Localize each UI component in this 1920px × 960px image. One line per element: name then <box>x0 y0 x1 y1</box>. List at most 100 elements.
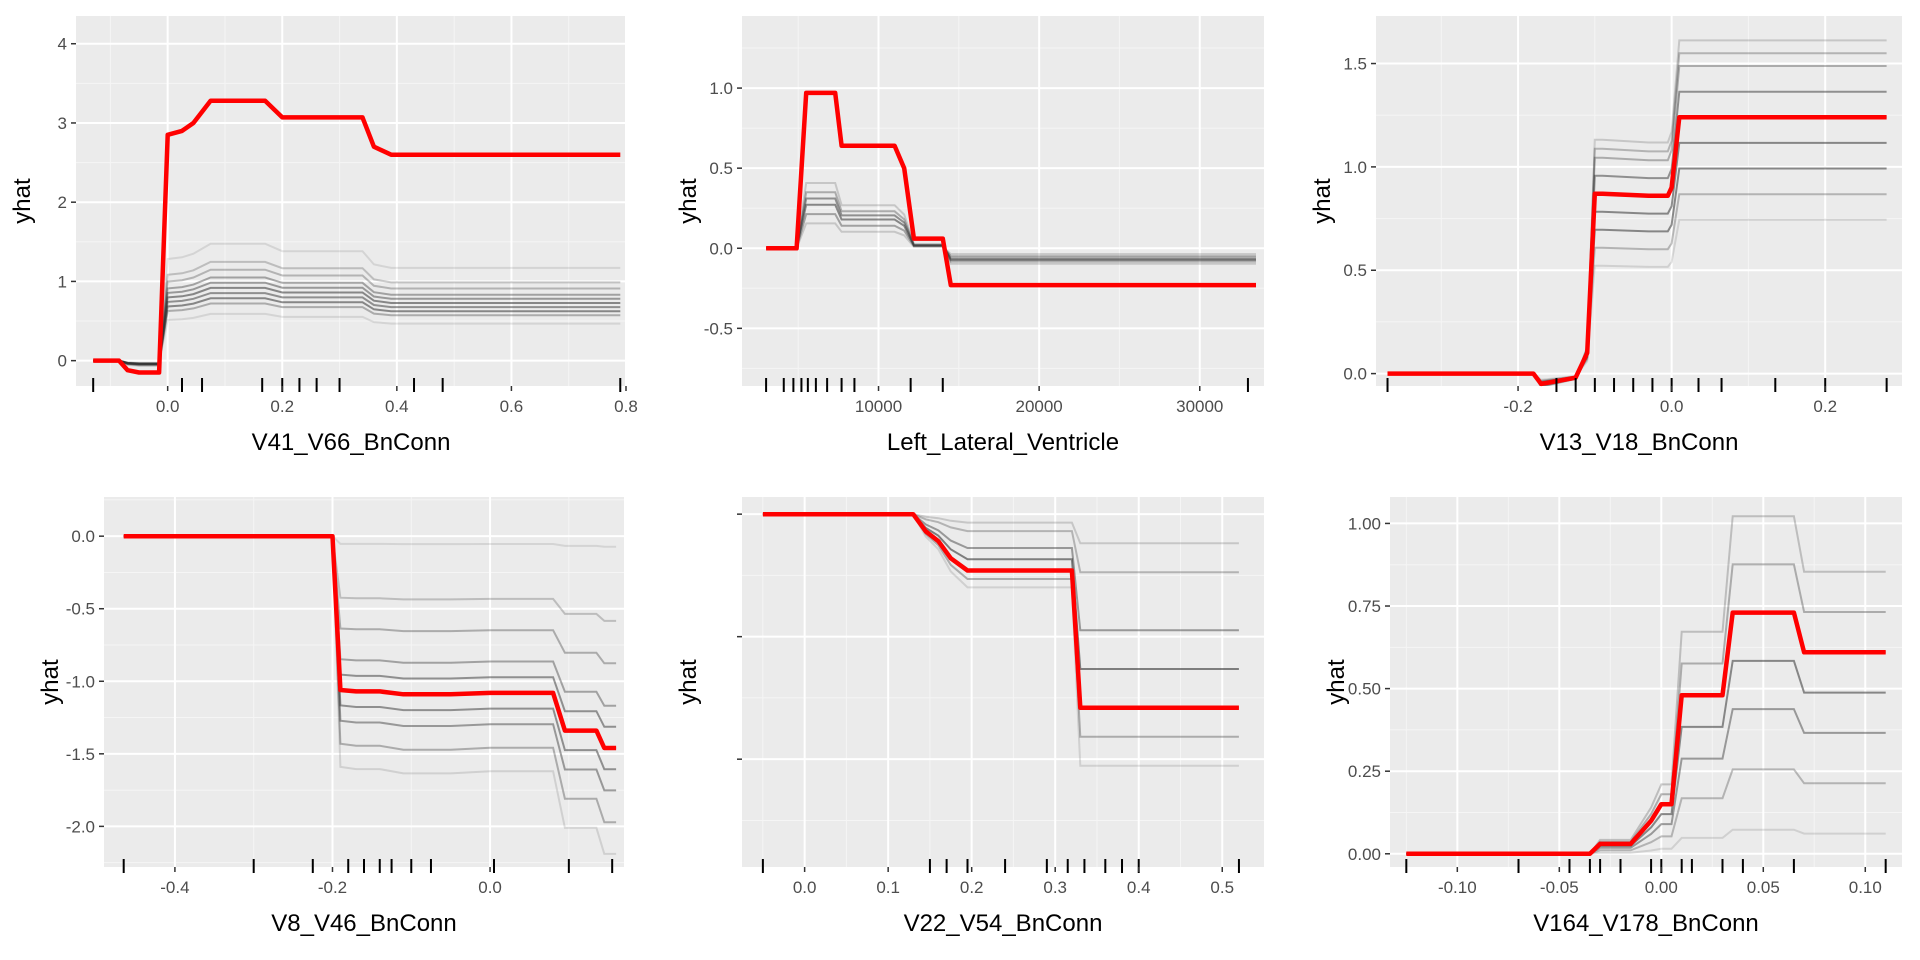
x-tick-label: 0.10 <box>1849 878 1882 897</box>
y-axis: -2.0 -1.5 -1.0 -0.5 0.0 <box>66 527 104 836</box>
pdp-line <box>1406 610 1886 857</box>
pdp-line <box>762 511 1239 710</box>
ice-curve <box>1387 65 1887 386</box>
x-tick-label: 0.0 <box>156 397 180 416</box>
rug-marks <box>765 378 1249 392</box>
x-axis: -0.2 0.0 0.2 <box>1503 386 1837 416</box>
x-tick-label: 0.5 <box>1210 878 1234 897</box>
ice-curve <box>1387 218 1887 381</box>
y-tick-label: 1.00 <box>1348 514 1381 533</box>
x-axis: -0.10 -0.05 0.00 0.05 0.10 <box>1438 867 1882 897</box>
x-axis-title: V22_V54_BnConn <box>904 910 1103 937</box>
x-tick-label: 0.1 <box>876 878 900 897</box>
x-axis-title: V8_V46_BnConn <box>271 910 456 937</box>
y-axis: -0.5 0.0 0.5 1.0 <box>704 79 742 338</box>
x-tick-label: 10000 <box>855 397 902 416</box>
panel-4: -0.4 -0.2 0.0 -2.0 -1.5 -1.0 -0.5 0.0 V8_V46_BnC… <box>37 497 624 937</box>
x-tick-label: 0.00 <box>1645 878 1678 897</box>
panel-1: 0.0 0.2 0.4 0.6 0.8 0 1 2 3 4 V41_V66_BnConn yhat <box>9 16 638 456</box>
x-tick-label: 0.0 <box>793 878 817 897</box>
x-tick-label: -0.05 <box>1540 878 1579 897</box>
y-tick-label: 2 <box>58 193 67 212</box>
x-axis: 0.0 0.2 0.4 0.6 0.8 <box>156 386 638 416</box>
y-tick-label: 0.0 <box>709 239 733 258</box>
major-gridlines <box>1376 16 1902 386</box>
ice-curve <box>1406 828 1886 855</box>
y-axis-title: yhat <box>9 178 36 224</box>
y-tick-label: 0.5 <box>709 159 733 178</box>
ice-curve <box>93 260 621 367</box>
y-tick-label: 0.0 <box>1343 365 1367 384</box>
y-axis-title: yhat <box>1309 178 1336 224</box>
ice-curve <box>1406 515 1886 855</box>
y-axis: 0.0 0.5 1.0 1.5 <box>1343 55 1376 384</box>
major-gridlines <box>1390 497 1902 867</box>
y-axis-title: yhat <box>1323 659 1350 705</box>
minor-gridlines <box>742 497 1264 867</box>
y-tick-label: 0.00 <box>1348 845 1381 864</box>
x-tick-label: -0.10 <box>1438 878 1477 897</box>
x-tick-label: -0.2 <box>318 878 347 897</box>
ice-curve <box>93 276 621 366</box>
rug-marks <box>1405 859 1887 873</box>
y-tick-label: 4 <box>58 35 67 54</box>
x-tick-label: -0.4 <box>160 878 189 897</box>
x-axis: 0.0 0.1 0.2 0.3 0.4 0.5 <box>793 867 1234 897</box>
panel-background <box>1376 16 1902 386</box>
y-tick-label: 1 <box>58 272 67 291</box>
ice-curve <box>1406 708 1886 855</box>
pdp-line <box>1387 115 1887 387</box>
ice-curve <box>1406 768 1886 855</box>
y-tick-label: 0.50 <box>1348 680 1381 699</box>
ice-curve <box>762 513 1239 545</box>
x-tick-label: 0.6 <box>500 397 524 416</box>
y-tick-label: -1.5 <box>66 745 95 764</box>
x-tick-label: 20000 <box>1015 397 1062 416</box>
ice-curve <box>93 268 621 366</box>
x-tick-label: 0.4 <box>385 397 409 416</box>
x-tick-label: 0.3 <box>1043 878 1067 897</box>
ice-curve <box>123 535 617 824</box>
x-axis-title: V13_V18_BnConn <box>1540 429 1739 456</box>
y-tick-label: 0.75 <box>1348 597 1381 616</box>
x-tick-label: 0.05 <box>1747 878 1780 897</box>
y-tick-label: -2.0 <box>66 817 95 836</box>
x-tick-label: 0.2 <box>270 397 294 416</box>
x-tick-label: 0.8 <box>614 397 638 416</box>
y-tick-label: 0 <box>58 352 67 371</box>
x-axis-title: V164_V178_BnConn <box>1533 910 1759 937</box>
x-tick-label: -0.2 <box>1503 397 1532 416</box>
x-tick-label: 0.0 <box>478 878 502 897</box>
x-tick-label: 0.0 <box>1660 397 1684 416</box>
pdp-line <box>766 90 1256 288</box>
minor-gridlines <box>1390 497 1902 867</box>
ice-curve <box>123 535 617 548</box>
y-axis-title: yhat <box>37 659 64 705</box>
y-axis-title: yhat <box>675 178 702 224</box>
ice-curve <box>123 535 617 665</box>
ice-curve <box>762 513 1239 574</box>
y-tick-label: 1.5 <box>1343 55 1367 74</box>
y-axis: 0.00 0.25 0.50 0.75 1.00 <box>1348 514 1390 864</box>
major-gridlines <box>76 16 627 386</box>
panel-6: -0.10 -0.05 0.00 0.05 0.10 0.00 0.25 0.50 0.75 1.… <box>1323 497 1902 937</box>
y-tick-label: 0.5 <box>1343 261 1367 280</box>
ice-curves <box>93 242 621 367</box>
y-tick-label: 1.0 <box>709 79 733 98</box>
y-tick-label: 0.25 <box>1348 762 1381 781</box>
y-tick-label: -0.5 <box>704 319 733 338</box>
y-tick-label: 1.0 <box>1343 158 1367 177</box>
x-tick-label: 0.2 <box>1813 397 1837 416</box>
major-gridlines <box>104 497 624 867</box>
panel-background <box>1390 497 1902 867</box>
x-axis-title: Left_Lateral_Ventricle <box>887 429 1119 456</box>
ice-curve <box>93 242 621 367</box>
ice-curve <box>123 535 617 622</box>
ice-curve <box>123 535 617 855</box>
panel-3: -0.2 0.0 0.2 0.0 0.5 1.0 1.5 V13_V18_BnConn yhat <box>1309 16 1902 456</box>
x-tick-label: 0.4 <box>1127 878 1151 897</box>
y-tick-label: 3 <box>58 114 67 133</box>
major-gridlines <box>742 16 1264 386</box>
ice-curve <box>1387 52 1887 386</box>
